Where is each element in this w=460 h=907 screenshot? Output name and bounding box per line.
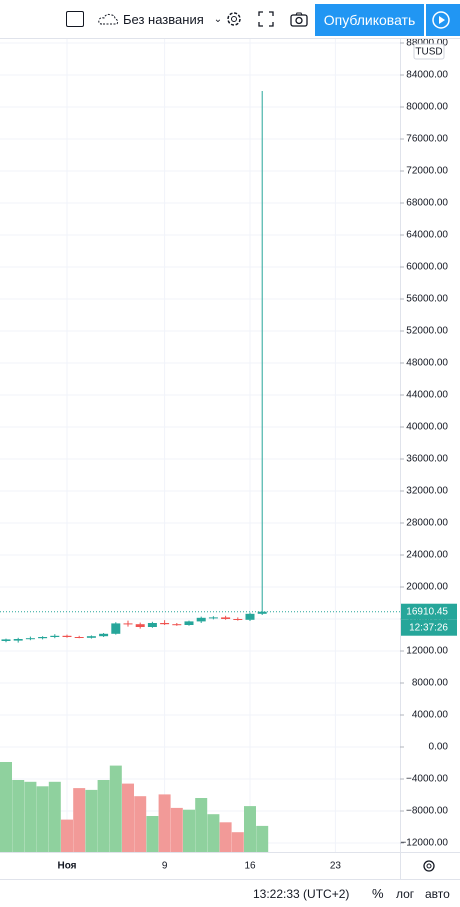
candle-body (208, 617, 218, 619)
candle-body (123, 623, 133, 625)
volume-bar (207, 814, 220, 852)
y-tick-label: 76000.00 (406, 134, 448, 145)
settings-icon[interactable] (423, 860, 435, 872)
layout-name-text: Без названия (123, 11, 204, 27)
auto-toggle[interactable]: авто (425, 887, 450, 901)
cloud-icon (98, 13, 119, 25)
candle-body (50, 635, 60, 637)
volume-bar (158, 794, 171, 852)
replay-button[interactable] (426, 4, 460, 36)
candle-body (257, 611, 267, 614)
y-tick-label: 64000.00 (406, 230, 448, 241)
volume-bar (146, 816, 159, 852)
candle-body (233, 619, 243, 620)
layout-name[interactable]: Без названия ⌄ (98, 0, 222, 38)
y-tick-label: −4000.00 (406, 774, 448, 785)
volume-bar (12, 780, 25, 852)
toolbar: Без названия ⌄ Опубликовать (0, 0, 460, 39)
y-tick-label: 20000.00 (406, 582, 448, 593)
grid (0, 38, 400, 852)
y-tick-label: 72000.00 (406, 166, 448, 177)
chart: 88000.00 84000.00 80000.00 76000.00 72000.00… (0, 0, 460, 879)
y-tick-label: 24000.00 (406, 550, 448, 561)
volume-bar (85, 789, 98, 852)
last-price-badge (401, 603, 457, 620)
layout-button[interactable] (66, 0, 84, 38)
y-tick-label: 36000.00 (406, 454, 448, 465)
volume-bar (109, 765, 122, 852)
y-tick-label: 52000.00 (406, 326, 448, 337)
candle-body (172, 624, 182, 626)
x-tick-label: 9 (162, 861, 168, 872)
fullscreen-button[interactable] (258, 0, 274, 38)
last-price-label: 16910.45 (406, 606, 448, 617)
countdown-label: 12:37:26 (409, 622, 448, 633)
volume-bar (73, 788, 86, 852)
volume-bar (48, 781, 61, 852)
candle-body (13, 639, 23, 641)
y-tick-label: 80000.00 (406, 102, 448, 113)
y-tick-label: 12000.00 (406, 646, 448, 657)
settings-button[interactable] (225, 0, 243, 38)
y-tick-label: 8000.00 (412, 678, 449, 689)
volume-bar (24, 781, 37, 852)
volume-bar (219, 822, 232, 852)
y-tick-label: 68000.00 (406, 198, 448, 209)
candle-body (160, 623, 170, 625)
volume-bar (195, 798, 208, 852)
candle-body (1, 639, 11, 641)
volume-bar (183, 809, 195, 852)
countdown-badge (401, 619, 457, 636)
y-tick-label: 40000.00 (406, 422, 448, 433)
volume-bar (170, 807, 183, 852)
candle-body (99, 633, 109, 637)
volume-bar (122, 783, 134, 852)
volume-bar (36, 786, 49, 852)
volume-bar (134, 796, 147, 852)
volume-bar (231, 832, 244, 852)
y-tick-label: 84000.00 (406, 70, 448, 81)
x-tick-label: 23 (330, 861, 342, 872)
candle-body (86, 636, 96, 638)
clock: 13:22:33 (UTC+2) (253, 887, 350, 901)
y-tick-label: 32000.00 (406, 486, 448, 497)
publish-button[interactable]: Опубликовать (315, 4, 424, 36)
candle-body (245, 613, 255, 620)
candle-body (221, 617, 231, 619)
y-tick-label: −8000.00 (406, 806, 448, 817)
candle-body (147, 623, 157, 627)
currency-badge (413, 43, 445, 60)
x-tick-label: 16 (244, 861, 256, 872)
y-tick-label: 28000.00 (406, 518, 448, 529)
y-tick-label: 60000.00 (406, 262, 448, 273)
candle-body (74, 637, 84, 638)
candle-body (196, 617, 206, 622)
y-tick-label: 88000.00 (406, 38, 448, 49)
candle-body (111, 623, 121, 634)
volume-bar (61, 819, 73, 852)
candle-body (62, 635, 72, 637)
y-tick-label: 56000.00 (406, 294, 448, 305)
candle-body (184, 621, 194, 625)
x-tick-label: Ноя (57, 861, 76, 872)
y-tick-label: 48000.00 (406, 358, 448, 369)
background (0, 0, 460, 879)
candle-body (38, 637, 48, 639)
volume-bar (0, 762, 12, 852)
log-toggle[interactable]: лог (396, 887, 415, 901)
y-tick-label: 44000.00 (406, 390, 448, 401)
y-tick-label: 4000.00 (412, 710, 449, 721)
y-tick-label: 0.00 (429, 742, 449, 753)
volume-bar (256, 825, 269, 852)
volume-bar (97, 780, 110, 852)
percent-toggle[interactable]: % (372, 886, 384, 901)
volume-bar (244, 806, 256, 852)
snapshot-button[interactable] (290, 0, 308, 38)
candle-body (25, 638, 35, 640)
y-tick-label: −12000.00 (400, 838, 448, 849)
currency-label: TUSD (415, 47, 442, 58)
status-bar: 13:22:33 (UTC+2) % лог авто (0, 879, 460, 907)
candle-body (135, 624, 145, 627)
